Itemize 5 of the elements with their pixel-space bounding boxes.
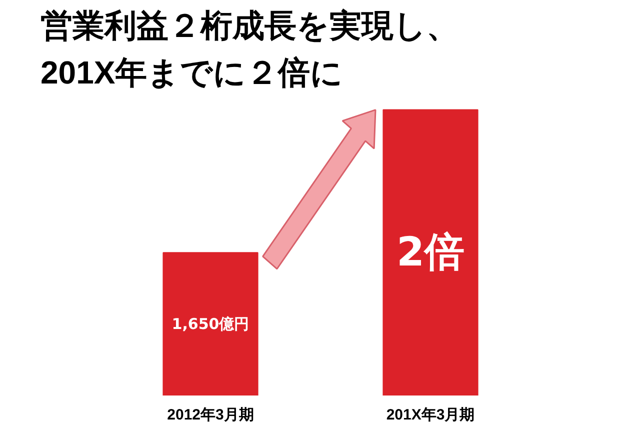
x-tick-label: 2012年3月期: [167, 406, 254, 424]
annotation: 2倍: [396, 230, 464, 276]
data-label: 1,650億円: [172, 315, 250, 334]
x-tick-label: 201X年3月期: [386, 406, 475, 424]
chart-title: 営業利益２桁成長を実現し、 201X年までに２倍に: [40, 8, 458, 90]
